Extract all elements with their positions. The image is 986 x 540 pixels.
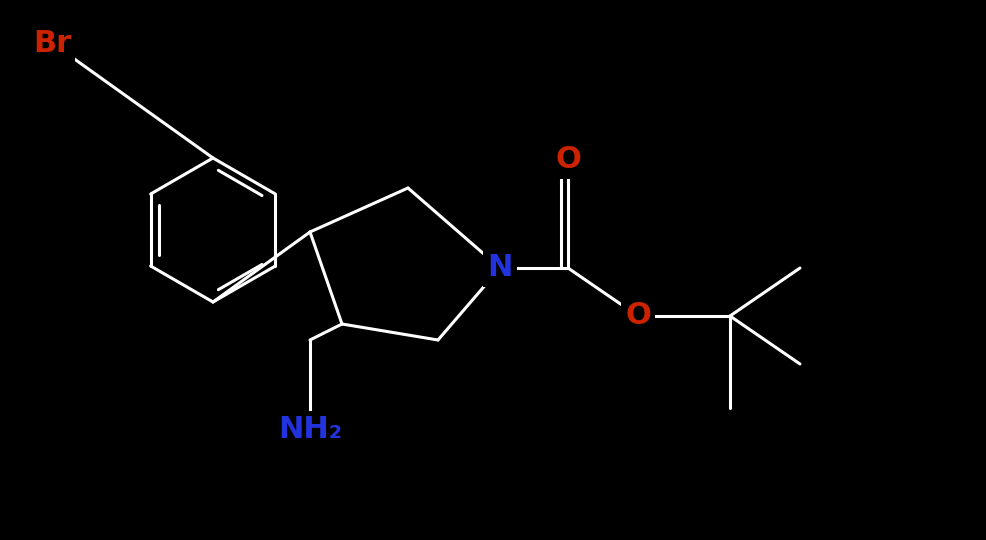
- Text: N: N: [487, 253, 513, 282]
- Text: O: O: [555, 145, 581, 174]
- Text: Br: Br: [33, 29, 71, 57]
- Text: O: O: [625, 301, 651, 330]
- Text: NH₂: NH₂: [278, 415, 342, 444]
